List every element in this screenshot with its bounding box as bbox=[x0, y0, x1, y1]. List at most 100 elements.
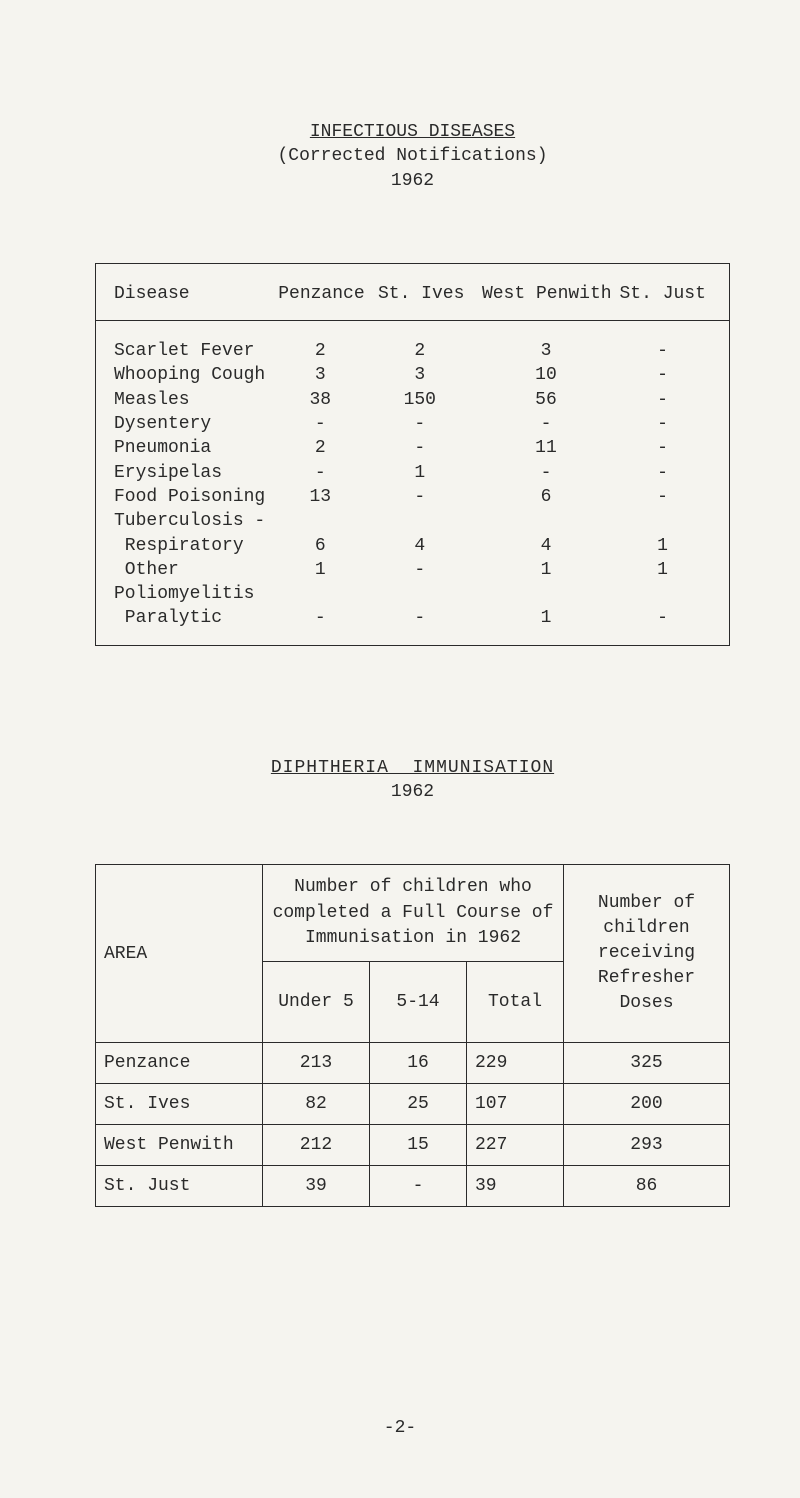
cell-st-ives: 150 bbox=[362, 388, 478, 412]
cell-disease: Other bbox=[114, 558, 279, 582]
cell-5-14: 15 bbox=[370, 1124, 467, 1165]
cell-penzance: 38 bbox=[279, 388, 362, 412]
cell-total: 39 bbox=[467, 1165, 564, 1206]
cell-disease: Measles bbox=[114, 388, 279, 412]
cell-st-just: 1 bbox=[614, 534, 711, 558]
cell-west-penwith: 3 bbox=[478, 339, 614, 363]
col-header-area: AREA bbox=[96, 865, 263, 1043]
cell-refresher: 293 bbox=[564, 1124, 730, 1165]
table1-body: Scarlet Fever223-Whooping Cough3310-Meas… bbox=[96, 321, 729, 645]
cell-st-ives: - bbox=[362, 485, 478, 509]
table1-row: Other1-11 bbox=[114, 558, 711, 582]
table1-row: Whooping Cough3310- bbox=[114, 363, 711, 387]
cell-refresher: 86 bbox=[564, 1165, 730, 1206]
cell-disease: Dysentery bbox=[114, 412, 279, 436]
cell-penzance: 6 bbox=[279, 534, 362, 558]
cell-disease: Scarlet Fever bbox=[114, 339, 279, 363]
cell-5-14: 25 bbox=[370, 1083, 467, 1124]
cell-total: 227 bbox=[467, 1124, 564, 1165]
cell-st-ives bbox=[362, 582, 478, 606]
cell-st-ives: - bbox=[362, 558, 478, 582]
table1-header-row: Disease Penzance St. Ives West Penwith S… bbox=[96, 264, 729, 321]
col-sub-5-14: 5-14 bbox=[370, 961, 467, 1042]
cell-penzance: 3 bbox=[279, 363, 362, 387]
cell-penzance bbox=[279, 509, 362, 533]
cell-penzance: - bbox=[279, 461, 362, 485]
cell-under5: 212 bbox=[263, 1124, 370, 1165]
cell-st-ives: - bbox=[362, 436, 478, 460]
infectious-diseases-table: Disease Penzance St. Ives West Penwith S… bbox=[95, 263, 730, 646]
cell-under5: 213 bbox=[263, 1042, 370, 1083]
cell-total: 229 bbox=[467, 1042, 564, 1083]
title-subtitle: (Corrected Notifications) bbox=[95, 144, 730, 168]
cell-penzance: - bbox=[279, 606, 362, 630]
cell-refresher: 200 bbox=[564, 1083, 730, 1124]
cell-west-penwith bbox=[478, 582, 614, 606]
cell-st-just: 1 bbox=[614, 558, 711, 582]
cell-penzance: 1 bbox=[279, 558, 362, 582]
table1-row: Poliomyelitis bbox=[114, 582, 711, 606]
cell-st-ives: 4 bbox=[362, 534, 478, 558]
cell-west-penwith: 56 bbox=[478, 388, 614, 412]
table2-row: West Penwith21215227293 bbox=[96, 1124, 730, 1165]
cell-area: St. Ives bbox=[96, 1083, 263, 1124]
cell-west-penwith: 1 bbox=[478, 606, 614, 630]
table1-row: Scarlet Fever223- bbox=[114, 339, 711, 363]
cell-penzance: 2 bbox=[279, 436, 362, 460]
cell-st-just: - bbox=[614, 461, 711, 485]
cell-st-just: - bbox=[614, 339, 711, 363]
cell-disease: Poliomyelitis bbox=[114, 582, 279, 606]
page-title-block-2: DIPHTHERIA IMMUNISATION 1962 bbox=[95, 756, 730, 805]
cell-st-just: - bbox=[614, 485, 711, 509]
table2-row: St. Ives8225107200 bbox=[96, 1083, 730, 1124]
table1-row: Erysipelas-1-- bbox=[114, 461, 711, 485]
cell-west-penwith: 6 bbox=[478, 485, 614, 509]
col-header-penzance: Penzance bbox=[278, 282, 363, 306]
cell-st-ives: 3 bbox=[362, 363, 478, 387]
table1-row: Measles3815056- bbox=[114, 388, 711, 412]
cell-5-14: - bbox=[370, 1165, 467, 1206]
title-year-1: 1962 bbox=[95, 169, 730, 193]
cell-st-ives: - bbox=[362, 412, 478, 436]
cell-penzance: 2 bbox=[279, 339, 362, 363]
cell-st-just: - bbox=[614, 436, 711, 460]
cell-penzance: - bbox=[279, 412, 362, 436]
cell-st-just bbox=[614, 582, 711, 606]
diphtheria-immunisation-table: AREA Number of children who completed a … bbox=[95, 864, 730, 1207]
col-sub-total: Total bbox=[467, 961, 564, 1042]
col-header-west-penwith: West Penwith bbox=[479, 282, 614, 306]
table2-row: St. Just39-3986 bbox=[96, 1165, 730, 1206]
cell-west-penwith: 1 bbox=[478, 558, 614, 582]
cell-st-ives: 1 bbox=[362, 461, 478, 485]
table1-row: Food Poisoning13-6- bbox=[114, 485, 711, 509]
cell-st-just: - bbox=[614, 388, 711, 412]
col-header-refresher: Number of children receiving Refresher D… bbox=[564, 865, 730, 1043]
cell-area: St. Just bbox=[96, 1165, 263, 1206]
col-header-full-course: Number of children who completed a Full … bbox=[263, 865, 564, 962]
cell-area: West Penwith bbox=[96, 1124, 263, 1165]
col-sub-under5: Under 5 bbox=[263, 961, 370, 1042]
cell-penzance bbox=[279, 582, 362, 606]
cell-west-penwith bbox=[478, 509, 614, 533]
cell-disease: Paralytic bbox=[114, 606, 279, 630]
cell-st-ives bbox=[362, 509, 478, 533]
page-title-block-1: INFECTIOUS DISEASES (Corrected Notificat… bbox=[95, 120, 730, 193]
cell-west-penwith: 4 bbox=[478, 534, 614, 558]
table1-row: Paralytic--1- bbox=[114, 606, 711, 630]
cell-disease: Pneumonia bbox=[114, 436, 279, 460]
cell-west-penwith: 10 bbox=[478, 363, 614, 387]
cell-st-just: - bbox=[614, 363, 711, 387]
cell-penzance: 13 bbox=[279, 485, 362, 509]
cell-total: 107 bbox=[467, 1083, 564, 1124]
cell-west-penwith: - bbox=[478, 412, 614, 436]
cell-disease: Tuberculosis - bbox=[114, 509, 279, 533]
cell-st-just: - bbox=[614, 412, 711, 436]
cell-disease: Whooping Cough bbox=[114, 363, 279, 387]
cell-disease: Respiratory bbox=[114, 534, 279, 558]
cell-refresher: 325 bbox=[564, 1042, 730, 1083]
cell-st-ives: - bbox=[362, 606, 478, 630]
cell-st-just bbox=[614, 509, 711, 533]
cell-west-penwith: - bbox=[478, 461, 614, 485]
cell-5-14: 16 bbox=[370, 1042, 467, 1083]
table1-row: Respiratory6441 bbox=[114, 534, 711, 558]
